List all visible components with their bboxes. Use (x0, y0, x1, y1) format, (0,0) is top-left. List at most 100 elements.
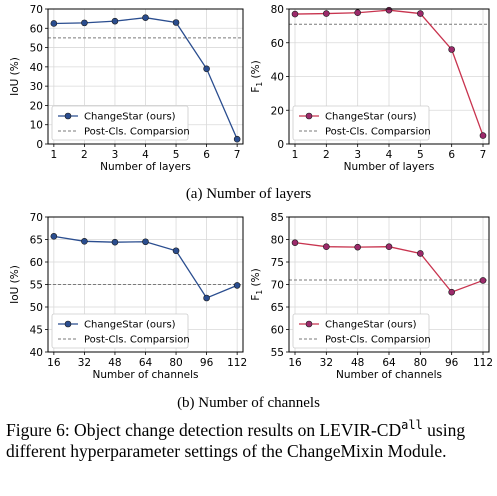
x-tick-label: 7 (234, 149, 241, 161)
y-tick-label: 60 (271, 38, 284, 50)
data-point (354, 243, 361, 251)
x-tick-label: 96 (200, 357, 214, 369)
y-tick-label: 30 (30, 81, 43, 93)
data-point (142, 14, 149, 21)
x-tick-label: 112 (227, 357, 247, 369)
data-point (111, 17, 119, 25)
legend-series-marker (305, 320, 313, 328)
chart-1: 0 10 20 30 40 50 60 70 1 2 3 4 5 6 7 Number of layers Io… (9, 4, 244, 173)
subfigure-caption-a: (a) Number of layers (185, 186, 312, 202)
data-point (291, 239, 299, 246)
y-tick-label: 55 (30, 280, 43, 292)
x-tick-label: 5 (417, 149, 424, 161)
x-axis-label: Number of layers (344, 161, 435, 173)
data-point (385, 6, 393, 14)
legend: ChangeStar (ours) Post-Cls. Comparsion (51, 105, 190, 141)
x-tick-label: 2 (323, 149, 330, 161)
legend-series-marker (64, 320, 72, 328)
x-tick-label: 4 (142, 149, 149, 161)
y-tick-label: 80 (271, 235, 284, 247)
legend: ChangeStar (ours) Post-Cls. Comparsion (292, 105, 431, 141)
x-tick-label: 3 (112, 149, 119, 161)
data-point (81, 19, 88, 27)
data-point (417, 250, 424, 257)
figure-caption-superscript: all (401, 418, 423, 433)
x-tick-label: 48 (108, 357, 121, 369)
legend-series-label: ChangeStar (ours) (325, 320, 417, 331)
x-tick-label: 32 (78, 357, 91, 369)
x-axis-label: Number of channels (93, 369, 199, 381)
legend-reference-label: Post-Cls. Comparsion (325, 127, 431, 138)
y-tick-label: 20 (30, 100, 43, 112)
data-point (233, 282, 241, 289)
chart-4: 55 60 65 70 75 80 85 16 32 48 64 80 96 112 Number of c… (250, 212, 493, 381)
x-tick-label: 64 (139, 357, 153, 369)
data-point (172, 19, 180, 26)
x-tick-label: 4 (386, 149, 393, 161)
x-axis-label: Number of channels (336, 369, 442, 381)
y-tick-label: 50 (30, 43, 43, 55)
y-axis-label-text: F (250, 295, 262, 301)
y-axis-label-text: F (250, 87, 262, 93)
y-axis-label: IoU (%) (9, 265, 21, 304)
data-point (385, 243, 393, 250)
data-point (448, 288, 455, 296)
y-tick-label: 75 (271, 257, 284, 269)
data-point (203, 294, 210, 302)
legend: ChangeStar (ours) Post-Cls. Comparsion (292, 313, 431, 349)
figure-caption: Figure 6: Object change detection result… (6, 418, 496, 462)
y-tick-label: 70 (30, 4, 43, 16)
y-tick-label: 40 (30, 347, 43, 359)
data-point (50, 233, 58, 240)
x-tick-label: 112 (473, 357, 493, 369)
x-tick-label: 6 (448, 149, 455, 161)
legend-series-marker (64, 112, 72, 120)
x-tick-label: 96 (445, 357, 459, 369)
y-axis-label-unit: (%) (250, 268, 262, 290)
y-tick-label: 10 (30, 120, 43, 132)
figure-caption-text-end: using different hyperparameter settings … (6, 420, 466, 461)
y-tick-label: 60 (30, 23, 43, 35)
data-point (479, 132, 487, 139)
legend-series-marker (305, 112, 313, 120)
x-tick-label: 64 (382, 357, 396, 369)
x-tick-label: 16 (288, 357, 302, 369)
x-tick-label: 32 (320, 357, 333, 369)
data-point (291, 10, 299, 18)
y-tick-label: 45 (30, 325, 43, 337)
x-tick-label: 5 (173, 149, 180, 161)
data-point (111, 238, 119, 246)
x-tick-label: 80 (169, 357, 182, 369)
y-tick-label: 40 (30, 62, 43, 74)
data-point (233, 135, 241, 143)
y-tick-label: 50 (30, 302, 43, 314)
data-point (354, 9, 361, 17)
data-point (172, 247, 180, 255)
y-tick-label: 70 (271, 280, 284, 292)
x-tick-label: 1 (51, 149, 58, 161)
legend-series-label: ChangeStar (ours) (325, 112, 417, 123)
y-tick-label: 60 (271, 325, 284, 337)
y-tick-label: 20 (271, 105, 284, 117)
subfigure-caption-b: (b) Number of channels (177, 395, 320, 411)
data-point (479, 277, 487, 284)
legend-box (292, 105, 430, 141)
chart-3: 40 45 50 55 60 65 70 16 32 48 64 80 96 112 Number of c… (9, 212, 247, 381)
legend-reference-label: Post-Cls. Comparsion (325, 335, 431, 346)
legend-box (51, 105, 189, 141)
data-point (203, 65, 210, 73)
legend-reference-label: Post-Cls. Comparsion (84, 335, 190, 346)
x-axis-label: Number of layers (100, 161, 191, 173)
legend-series-label: ChangeStar (ours) (84, 112, 176, 123)
data-point (81, 238, 88, 245)
x-tick-label: 3 (354, 149, 361, 161)
y-tick-label: 80 (271, 4, 284, 16)
y-tick-label: 60 (30, 257, 43, 269)
y-axis-label: F1 (%) (250, 60, 264, 92)
y-tick-label: 65 (30, 235, 43, 247)
y-axis-label-unit: (%) (250, 60, 262, 82)
data-point (323, 243, 330, 250)
y-tick-label: 40 (271, 72, 284, 84)
